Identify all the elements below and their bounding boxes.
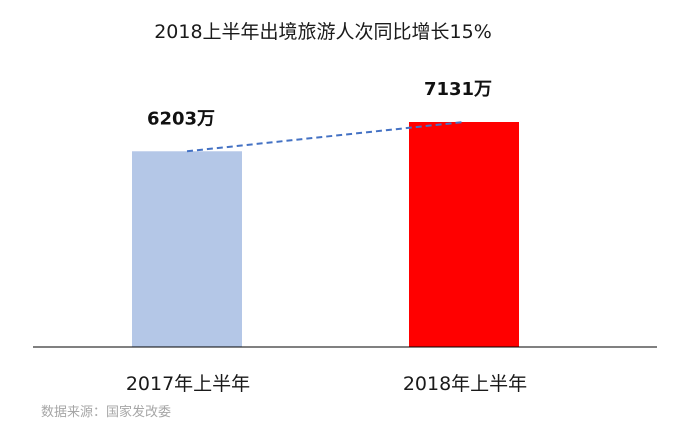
data-label-2: 7131万	[424, 79, 492, 100]
bars-layer	[132, 122, 519, 347]
trend-line	[186, 121, 465, 153]
chart-title: 2018上半年出境旅游人次同比增长15%	[154, 21, 492, 43]
x-tick-label-1: 2017年上半年	[126, 373, 250, 395]
labels-layer: 6203万 7131万	[147, 79, 492, 129]
x-axis-tick-labels: 2017年上半年 2018年上半年	[126, 373, 527, 395]
data-label-1: 6203万	[147, 108, 215, 129]
bar-1	[132, 151, 242, 347]
x-tick-label-2: 2018年上半年	[403, 373, 527, 395]
trend-layer	[186, 121, 465, 153]
bar-2	[409, 122, 519, 347]
source-note: 数据来源：国家发改委	[41, 404, 171, 420]
